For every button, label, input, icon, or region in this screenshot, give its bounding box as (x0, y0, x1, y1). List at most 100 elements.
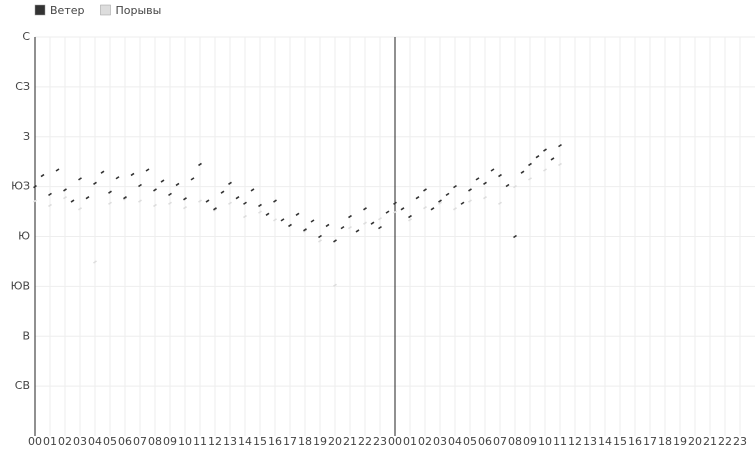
point (85, 196, 90, 200)
x-tick-label: 13 (583, 435, 597, 448)
x-tick-label: 04 (448, 435, 462, 448)
point (55, 168, 60, 172)
y-tick-label: СЗ (15, 80, 30, 93)
y-tick-label: В (22, 329, 30, 342)
legend-label[interactable]: Порывы (115, 4, 161, 17)
x-tick-label: 02 (58, 435, 72, 448)
point (438, 201, 442, 205)
point (138, 199, 142, 203)
legend-label[interactable]: Ветер (50, 4, 84, 17)
point (490, 168, 495, 172)
point (318, 234, 322, 239)
x-tick-label: 21 (703, 435, 717, 448)
x-tick-label: 20 (328, 435, 342, 448)
point (123, 196, 127, 200)
x-tick-label: 21 (343, 435, 357, 448)
y-tick-label: ЮЗ (11, 180, 30, 193)
point (385, 210, 390, 214)
point (468, 188, 472, 192)
x-tick-label: 06 (478, 435, 492, 448)
point (340, 225, 345, 230)
point (460, 201, 465, 205)
point (438, 199, 442, 203)
point (528, 177, 532, 181)
point (175, 182, 180, 187)
point (310, 219, 315, 223)
point (498, 173, 502, 178)
x-tick-label: 16 (268, 435, 282, 448)
point (93, 181, 97, 185)
x-tick-label: 11 (553, 435, 567, 448)
x-tick-label: 16 (628, 435, 642, 448)
point (273, 199, 277, 203)
point (213, 208, 217, 212)
x-tick-label: 23 (373, 435, 387, 448)
point (550, 157, 555, 161)
point (303, 228, 307, 232)
point (280, 218, 285, 222)
point (333, 239, 337, 243)
point (355, 229, 360, 233)
point (228, 201, 232, 205)
point (70, 199, 75, 203)
x-tick-label: 02 (418, 435, 432, 448)
x-tick-label: 10 (538, 435, 552, 448)
x-tick-label: 20 (688, 435, 702, 448)
point (273, 218, 277, 222)
point (453, 184, 457, 189)
x-tick-label: 00 (28, 435, 42, 448)
point (183, 197, 187, 201)
x-tick-label: 15 (613, 435, 627, 448)
x-tick-label: 04 (88, 435, 102, 448)
x-tick-label: 07 (133, 435, 147, 448)
point (33, 199, 37, 203)
x-tick-label: 19 (313, 435, 327, 448)
point (363, 207, 367, 211)
point (160, 179, 165, 183)
x-tick-label: 23 (733, 435, 747, 448)
point (228, 181, 232, 185)
point (333, 283, 337, 287)
x-tick-label: 17 (643, 435, 657, 448)
point (153, 203, 157, 208)
point (543, 168, 547, 172)
x-tick-label: 17 (283, 435, 297, 448)
point (48, 203, 52, 208)
point (453, 207, 457, 211)
point (78, 207, 82, 211)
y-tick-label: С (22, 30, 30, 43)
point (348, 214, 352, 219)
point (258, 210, 262, 214)
point (63, 188, 67, 192)
x-tick-label: 15 (253, 435, 267, 448)
point (108, 190, 112, 194)
y-tick-label: СВ (15, 379, 30, 392)
point (393, 210, 397, 214)
point (543, 148, 547, 152)
point (153, 188, 157, 192)
point (138, 183, 142, 188)
x-tick-label: 00 (388, 435, 402, 448)
point (348, 225, 352, 230)
x-tick-label: 10 (178, 435, 192, 448)
x-tick-label: 06 (118, 435, 132, 448)
point (393, 201, 397, 205)
x-tick-label: 14 (238, 435, 252, 448)
point (250, 188, 255, 192)
point (415, 196, 420, 200)
y-tick-label: Ю (18, 230, 30, 243)
point (423, 206, 427, 210)
x-tick-label: 03 (433, 435, 447, 448)
point (190, 177, 195, 181)
point (130, 172, 135, 177)
x-tick-label: 03 (73, 435, 87, 448)
legend-swatch (100, 4, 111, 16)
point (108, 201, 112, 205)
x-tick-label: 08 (508, 435, 522, 448)
x-tick-label: 12 (208, 435, 222, 448)
point (243, 201, 247, 205)
point (303, 229, 307, 233)
point (168, 192, 172, 197)
x-tick-label: 01 (43, 435, 57, 448)
x-tick-label: 19 (673, 435, 687, 448)
